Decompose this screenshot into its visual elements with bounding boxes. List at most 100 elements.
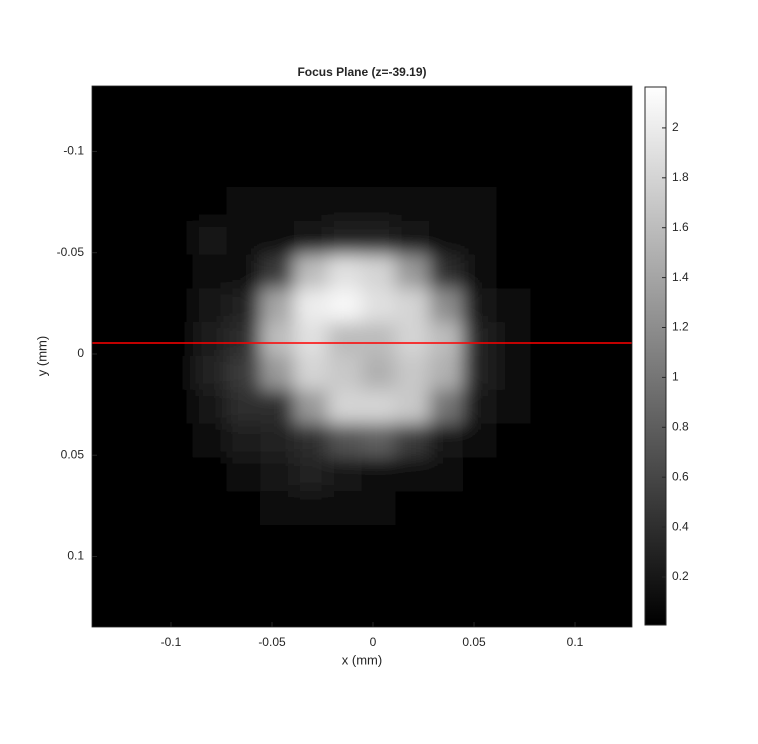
heatmap-cell [159,153,194,188]
heatmap-cell [395,288,430,324]
heatmap-cell [294,491,329,527]
heatmap-cell [564,592,599,627]
heatmap-cell [192,389,228,425]
heatmap-cell [530,153,565,188]
heatmap-cell [192,558,228,594]
x-tick-label: 0.1 [567,635,584,649]
heatmap-cell [462,322,498,357]
heatmap-cell [260,389,295,425]
colorbar-tick-label: 1.2 [672,320,689,334]
heatmap-cell [159,389,194,425]
heatmap-cell [226,322,262,357]
heatmap-cell [159,423,194,459]
heatmap-cell [361,525,397,560]
heatmap-cell [462,288,498,324]
colorbar-tick-label: 0.8 [672,419,689,433]
heatmap-cell [159,491,194,527]
heatmap-cell [597,457,632,493]
heatmap-cell [260,525,295,560]
heatmap-cell [260,254,295,290]
axes-box [91,85,633,628]
heatmap-cell [429,220,464,256]
heatmap-cell [496,186,532,222]
heatmap-cell [564,423,599,459]
heatmap-cell [462,525,498,560]
heatmap-cell [564,558,599,594]
heatmap-cell [159,457,194,493]
heatmap-cell [530,254,565,290]
heatmap-cell [192,322,228,357]
heatmap-cell [327,558,363,594]
heatmap-cell [159,525,194,560]
heatmap-cell [597,220,632,256]
heatmap-cell [462,356,498,391]
heatmap-cell [564,86,599,121]
heatmap-cell [530,491,565,527]
heatmap-cell [496,288,532,324]
heatmap-cell [226,389,262,425]
x-tick-label: 0 [370,635,377,649]
heatmap-cell [92,525,127,560]
heatmap-cell [226,356,262,391]
heatmap-cell [327,254,363,290]
heatmap-cell [496,119,532,155]
heatmap-cell [125,153,160,188]
heatmap-cell [429,86,464,121]
heatmap-cell [226,119,262,155]
heatmap-cell [125,423,160,459]
heatmap-cell [92,220,127,256]
heatmap-cell [361,423,397,459]
heatmap-cell [125,525,160,560]
heatmap-cell [597,86,632,121]
heatmap-cell [361,356,397,391]
heatmap-cell [226,186,262,222]
heatmap-cell [361,186,397,222]
heatmap-cell [429,153,464,188]
heatmap-cell [564,220,599,256]
heatmap-cell [395,220,430,256]
heatmap-cell [496,525,532,560]
heatmap-cell [260,558,295,594]
heatmap-cell [294,457,329,493]
heatmap-cell [260,491,295,527]
heatmap-cell [192,491,228,527]
heatmap-cell [496,558,532,594]
heatmap-cell [496,457,532,493]
heatmap-cell [260,592,295,627]
heatmap-cell [327,288,363,324]
heatmap-cell [564,119,599,155]
heatmap-cell [226,86,262,121]
heatmap-cell [327,592,363,627]
heatmap-cell [462,119,498,155]
heatmap-cell [125,322,160,357]
x-axis-label: x (mm) [342,652,382,667]
heatmap-cell [462,186,498,222]
y-tick-label: 0.1 [67,549,84,563]
heatmap-cell [327,356,363,391]
heatmap-cell [564,491,599,527]
y-tick-label: -0.05 [57,245,85,259]
heatmap-cell [294,186,329,222]
heatmap-cell [462,592,498,627]
heatmap-cell [462,254,498,290]
heatmap-cell [226,254,262,290]
heatmap-cell [530,322,565,357]
heatmap-cell [597,525,632,560]
heatmap-cell [361,254,397,290]
heatmap-cell [395,491,430,527]
heatmap-cell [395,558,430,594]
heatmap-cell [125,220,160,256]
heatmap-cell [361,389,397,425]
heatmap-cell [429,356,464,391]
heatmap-cell [159,288,194,324]
heatmap-cell [226,525,262,560]
heatmap-cell [597,592,632,627]
heatmap-cell [395,153,430,188]
heatmap-cell [564,356,599,391]
heatmap-cell [294,389,329,425]
heatmap-cell [395,322,430,357]
heatmap-cell [429,423,464,459]
heatmap-cell [564,525,599,560]
heatmap-cell [294,153,329,188]
heatmap-cell [395,525,430,560]
